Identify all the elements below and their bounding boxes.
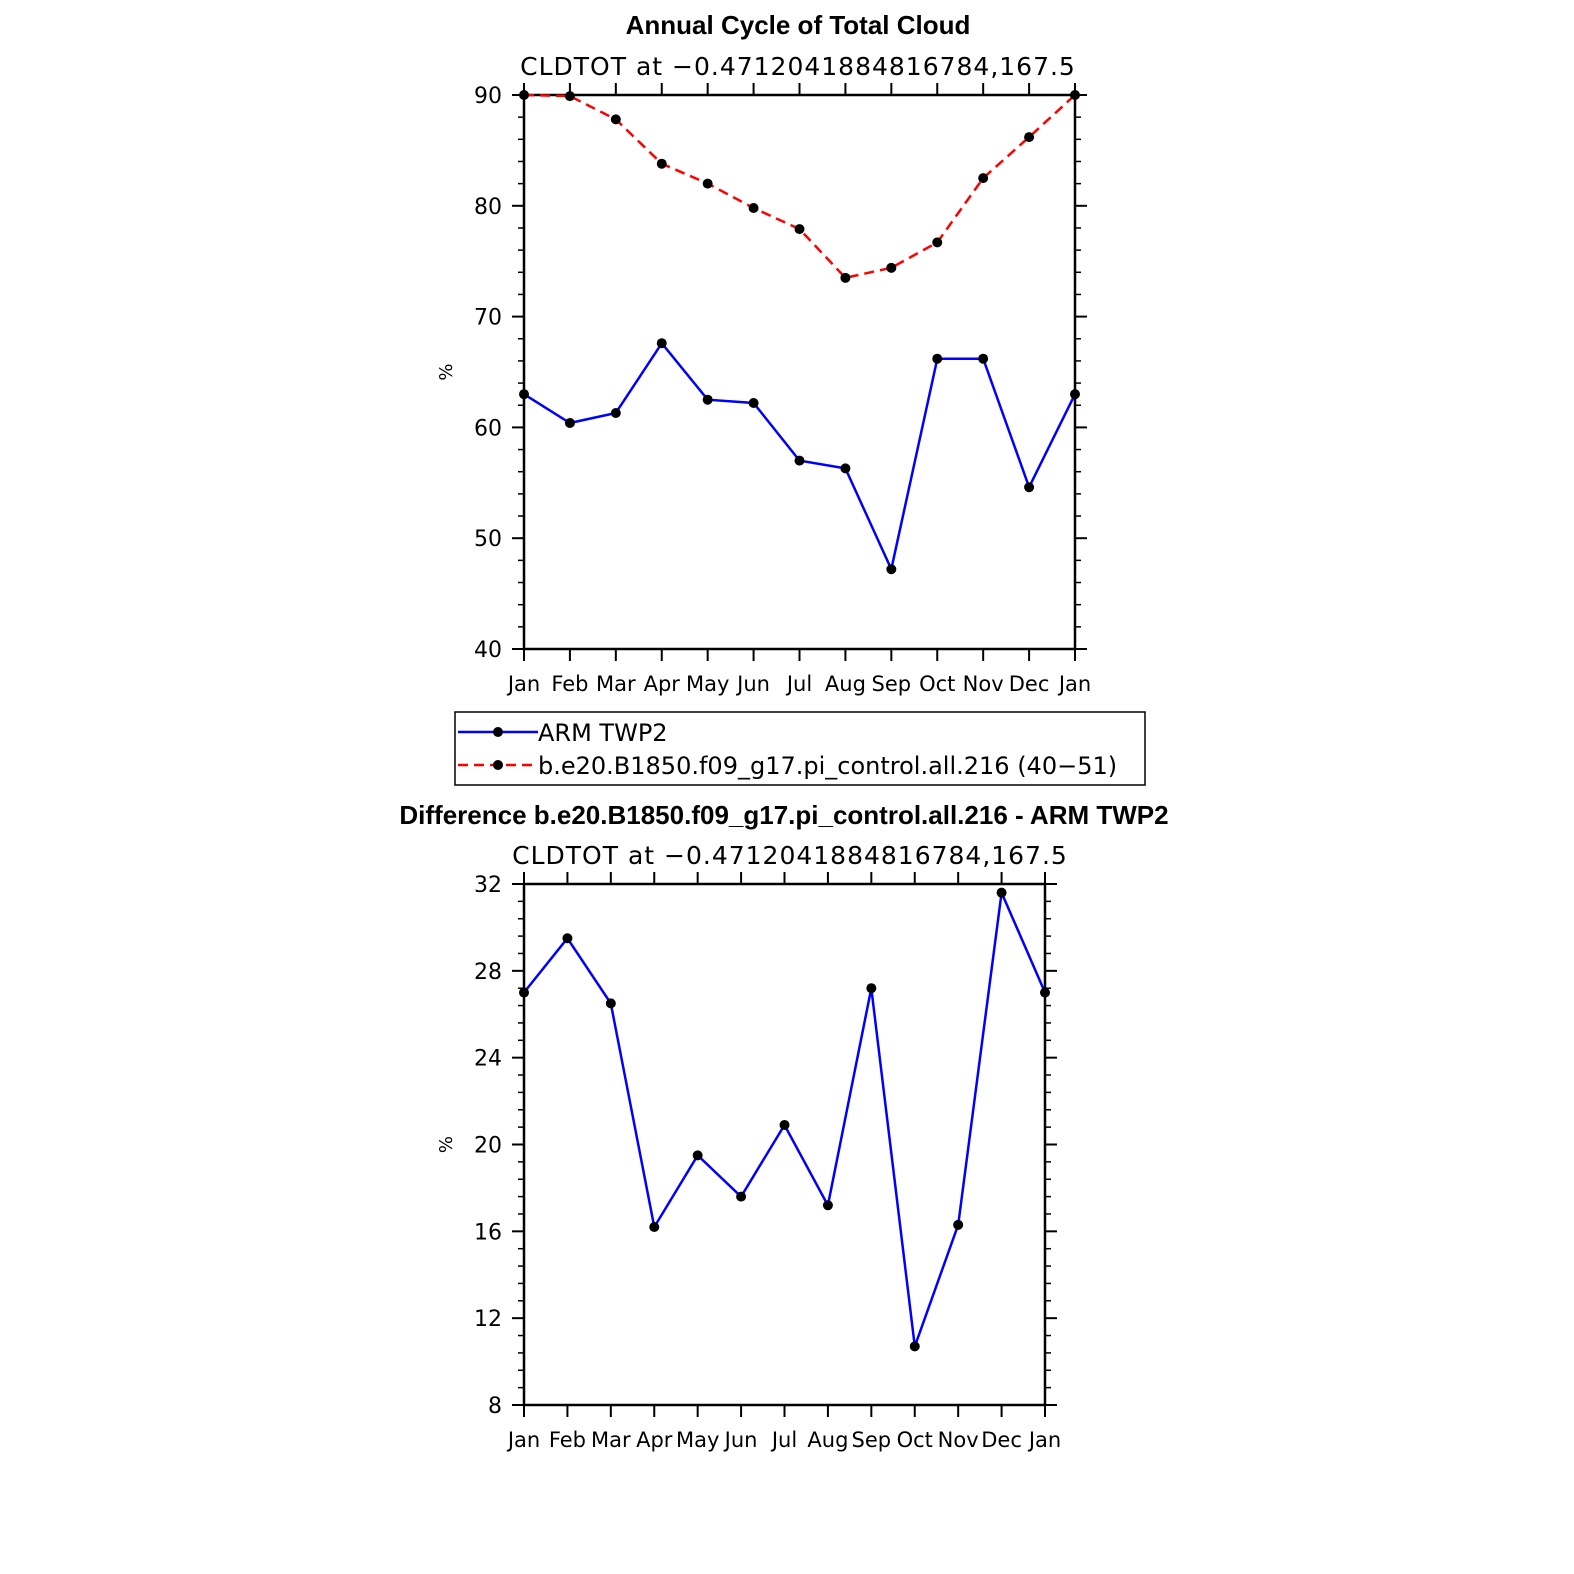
x-tick-label: Jan: [1027, 1428, 1061, 1452]
y-tick-label: 90: [474, 84, 502, 109]
chart2-plot: Jan Feb Mar Apr May Jun Jul Aug Sep Oct Nov Dec Jan8…: [436, 872, 1061, 1452]
plot-frame: [522, 882, 1047, 1407]
data-point: [1070, 389, 1080, 400]
data-point: [909, 1341, 920, 1352]
y-tick-label: 50: [474, 527, 502, 552]
x-tick-label: Sep: [852, 1428, 892, 1452]
x-tick-label: Nov: [938, 1428, 979, 1452]
x-tick-label: Feb: [549, 1428, 586, 1452]
data-point: [779, 1119, 790, 1130]
data-point: [866, 983, 877, 994]
y-tick-label: 12: [474, 1307, 502, 1332]
data-point: [996, 887, 1007, 898]
x-tick-label: Oct: [897, 1428, 933, 1452]
chart2-title: Difference b.e20.B1850.f09_g17.pi_contro…: [399, 800, 1168, 830]
series-line-0: [523, 888, 1047, 1347]
data-point: [886, 564, 897, 575]
chart1-subtitle: CLDTOT at −0.4712041884816784,167.5: [520, 52, 1076, 81]
chart1-legend: ARM TWP2 b.e20.B1850.f09_g17.pi_control.…: [454, 711, 1146, 786]
data-point: [564, 417, 575, 428]
chart1-title: Annual Cycle of Total Cloud: [626, 10, 971, 40]
data-point: [610, 114, 621, 125]
y-tick-label: 8: [488, 1394, 502, 1419]
data-point: [702, 178, 713, 189]
legend-label-arm: ARM TWP2: [538, 719, 668, 747]
y-tick-label: 16: [474, 1220, 502, 1245]
data-point: [794, 455, 805, 466]
y-tick-label: 20: [474, 1134, 502, 1159]
data-point: [519, 389, 529, 400]
data-point: [978, 353, 989, 364]
x-tick-label: Dec: [981, 1428, 1022, 1452]
series-line-1: [523, 93, 1076, 280]
y-tick-label: 24: [474, 1047, 502, 1072]
data-point: [748, 398, 759, 409]
x-tick-label: Apr: [636, 1428, 673, 1452]
data-point: [736, 1191, 747, 1202]
y-axis-label: %: [436, 363, 457, 380]
data-point: [1024, 482, 1035, 493]
data-point: [932, 353, 943, 364]
x-tick-label: Apr: [644, 672, 681, 696]
y-tick-label: 60: [474, 416, 502, 441]
data-point: [649, 1221, 660, 1232]
x-tick-label: Jan: [506, 1428, 540, 1452]
data-point: [953, 1219, 964, 1230]
legend-marker-model: [493, 760, 503, 770]
data-point: [840, 272, 851, 283]
legend-marker-arm: [493, 727, 503, 737]
y-tick-label: 32: [474, 873, 502, 898]
x-tick-label: Jan: [1057, 672, 1091, 696]
y-tick-label: 28: [474, 960, 502, 985]
data-point: [822, 1200, 833, 1211]
data-point: [692, 1150, 703, 1161]
x-tick-label: Jul: [785, 672, 812, 696]
legend-box: [454, 711, 1146, 786]
data-point: [610, 407, 621, 418]
x-tick-label: Mar: [596, 672, 636, 696]
data-point: [562, 933, 573, 944]
y-tick-label: 80: [474, 195, 502, 220]
x-tick-label: Mar: [591, 1428, 631, 1452]
x-tick-label: Feb: [551, 672, 588, 696]
data-point: [794, 224, 805, 235]
x-tick-label: Dec: [1009, 672, 1050, 696]
data-point: [519, 987, 529, 998]
x-tick-label: Jun: [723, 1428, 758, 1452]
data-point: [932, 237, 943, 248]
y-tick-label: 70: [474, 306, 502, 331]
chart2-subtitle: CLDTOT at −0.4712041884816784,167.5: [512, 841, 1068, 870]
data-point: [564, 91, 575, 102]
y-axis-label: %: [436, 1136, 457, 1153]
x-tick-label: May: [676, 1428, 719, 1452]
data-point: [886, 262, 897, 273]
data-point: [978, 173, 989, 184]
data-point: [702, 394, 713, 405]
x-tick-label: Jun: [735, 672, 770, 696]
data-point: [605, 998, 616, 1009]
x-tick-label: Jul: [770, 1428, 797, 1452]
data-point: [1040, 987, 1050, 998]
plot-frame: [522, 93, 1077, 651]
y-tick-label: 40: [474, 638, 502, 663]
data-point: [1024, 132, 1035, 143]
data-point: [656, 158, 667, 169]
x-tick-label: Jan: [506, 672, 540, 696]
chart1-plot: Jan Feb Mar Apr May Jun Jul Aug Sep Oct Nov Dec Jan4…: [436, 83, 1091, 696]
x-tick-label: Oct: [919, 672, 955, 696]
x-tick-label: Nov: [963, 672, 1004, 696]
data-point: [656, 338, 667, 349]
legend-label-model: b.e20.B1850.f09_g17.pi_control.all.216 (…: [538, 752, 1117, 780]
data-point: [519, 90, 529, 100]
x-tick-label: Aug: [807, 1428, 848, 1452]
data-point: [748, 203, 759, 214]
x-tick-label: Aug: [825, 672, 866, 696]
data-point: [840, 463, 851, 474]
x-tick-label: May: [686, 672, 729, 696]
data-point: [1070, 90, 1080, 100]
x-tick-label: Sep: [872, 672, 912, 696]
